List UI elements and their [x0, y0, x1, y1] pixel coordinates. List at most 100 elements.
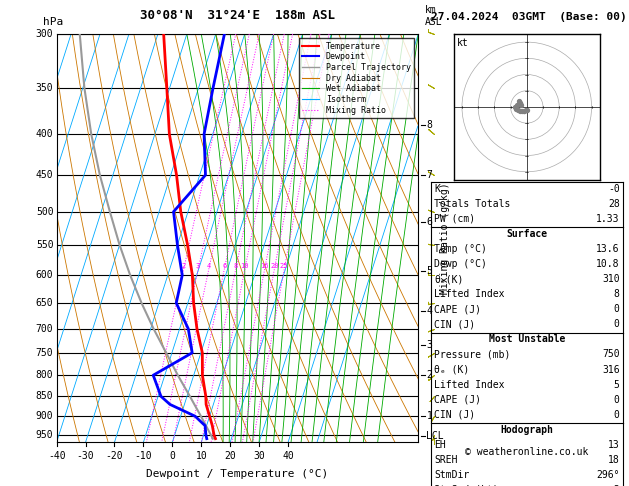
- Text: 350: 350: [36, 83, 53, 93]
- Text: 30: 30: [253, 451, 265, 461]
- Point: [510, 103, 520, 111]
- Text: 300: 300: [36, 29, 53, 39]
- Text: 2: 2: [182, 263, 186, 269]
- Text: θₑ(K): θₑ(K): [434, 274, 464, 284]
- Text: 6: 6: [426, 217, 432, 227]
- Text: 600: 600: [36, 270, 53, 280]
- Point: [519, 107, 529, 115]
- Text: 13: 13: [608, 440, 620, 450]
- Text: 0: 0: [614, 410, 620, 420]
- Text: Lifted Index: Lifted Index: [434, 289, 504, 299]
- Text: kt: kt: [457, 38, 469, 49]
- Point: [512, 102, 522, 109]
- Text: Dewpoint / Temperature (°C): Dewpoint / Temperature (°C): [147, 469, 328, 479]
- Text: -30: -30: [77, 451, 94, 461]
- Text: 4: 4: [426, 307, 432, 316]
- Text: 450: 450: [36, 170, 53, 180]
- Text: 7: 7: [426, 170, 432, 180]
- Text: 950: 950: [36, 430, 53, 440]
- Text: -0: -0: [608, 184, 620, 194]
- Text: Hodograph: Hodograph: [500, 425, 554, 435]
- Text: PW (cm): PW (cm): [434, 214, 475, 224]
- Point: [514, 100, 524, 108]
- Text: StmSpd (kt): StmSpd (kt): [434, 485, 499, 486]
- Text: km
ASL: km ASL: [425, 5, 442, 27]
- Point: [515, 99, 525, 107]
- Text: Mixing Ratio (g/kg): Mixing Ratio (g/kg): [440, 182, 450, 294]
- Text: 3: 3: [196, 263, 200, 269]
- Text: hPa: hPa: [43, 17, 64, 27]
- Text: 8: 8: [614, 289, 620, 299]
- Text: CAPE (J): CAPE (J): [434, 304, 481, 314]
- Point: [515, 99, 525, 107]
- Text: 13.6: 13.6: [596, 244, 620, 254]
- Text: 800: 800: [36, 370, 53, 380]
- Text: 28: 28: [608, 199, 620, 209]
- Text: 900: 900: [36, 411, 53, 421]
- Text: 16: 16: [260, 263, 269, 269]
- Text: CAPE (J): CAPE (J): [434, 395, 481, 405]
- Text: 10: 10: [240, 263, 249, 269]
- Text: 0: 0: [614, 395, 620, 405]
- Text: Most Unstable: Most Unstable: [489, 334, 565, 345]
- Text: 400: 400: [36, 129, 53, 139]
- Text: 18: 18: [608, 455, 620, 465]
- Text: 25: 25: [280, 263, 289, 269]
- Text: 0: 0: [614, 319, 620, 330]
- Text: 0: 0: [169, 451, 175, 461]
- Legend: Temperature, Dewpoint, Parcel Trajectory, Dry Adiabat, Wet Adiabat, Isotherm, Mi: Temperature, Dewpoint, Parcel Trajectory…: [299, 38, 414, 118]
- Text: EH: EH: [434, 440, 446, 450]
- Text: 650: 650: [36, 298, 53, 308]
- Text: 550: 550: [36, 240, 53, 250]
- Point: [515, 107, 525, 115]
- Point: [516, 101, 526, 108]
- Point: [521, 106, 531, 114]
- Text: 700: 700: [36, 324, 53, 334]
- Text: Surface: Surface: [506, 229, 547, 239]
- Text: Lifted Index: Lifted Index: [434, 380, 504, 390]
- Point: [513, 106, 523, 114]
- Text: 5: 5: [426, 266, 432, 276]
- Text: θₑ (K): θₑ (K): [434, 364, 469, 375]
- Text: 500: 500: [36, 207, 53, 217]
- Text: 20: 20: [225, 451, 236, 461]
- Text: 1.33: 1.33: [596, 214, 620, 224]
- Text: 3: 3: [426, 340, 432, 350]
- Text: 8: 8: [426, 121, 432, 130]
- Text: K: K: [434, 184, 440, 194]
- Text: 316: 316: [602, 364, 620, 375]
- Text: 1: 1: [426, 411, 432, 421]
- Text: 0: 0: [614, 304, 620, 314]
- Text: CIN (J): CIN (J): [434, 319, 475, 330]
- Text: 10.8: 10.8: [596, 259, 620, 269]
- Text: Pressure (mb): Pressure (mb): [434, 349, 510, 360]
- Text: 5: 5: [614, 380, 620, 390]
- Text: 20: 20: [270, 263, 279, 269]
- Text: -40: -40: [48, 451, 65, 461]
- Text: 850: 850: [36, 391, 53, 401]
- Point: [517, 107, 527, 115]
- Text: 2: 2: [426, 370, 432, 380]
- Text: 6: 6: [222, 263, 226, 269]
- Text: Temp (°C): Temp (°C): [434, 244, 487, 254]
- Text: 750: 750: [602, 349, 620, 360]
- Text: -10: -10: [135, 451, 152, 461]
- Text: StmDir: StmDir: [434, 470, 469, 480]
- Text: 4: 4: [207, 263, 211, 269]
- Text: LCL: LCL: [426, 431, 444, 441]
- Text: Totals Totals: Totals Totals: [434, 199, 510, 209]
- Point: [522, 106, 532, 114]
- Text: 30°08'N  31°24'E  188m ASL: 30°08'N 31°24'E 188m ASL: [140, 9, 335, 22]
- Text: Dewp (°C): Dewp (°C): [434, 259, 487, 269]
- Text: 750: 750: [36, 348, 53, 358]
- Text: CIN (J): CIN (J): [434, 410, 475, 420]
- Text: © weatheronline.co.uk: © weatheronline.co.uk: [465, 447, 589, 457]
- Text: 2: 2: [614, 485, 620, 486]
- Point: [515, 97, 525, 104]
- Text: 310: 310: [602, 274, 620, 284]
- Text: SREH: SREH: [434, 455, 457, 465]
- Text: 296°: 296°: [596, 470, 620, 480]
- Text: -20: -20: [106, 451, 123, 461]
- Point: [511, 105, 521, 113]
- Text: 8: 8: [233, 263, 238, 269]
